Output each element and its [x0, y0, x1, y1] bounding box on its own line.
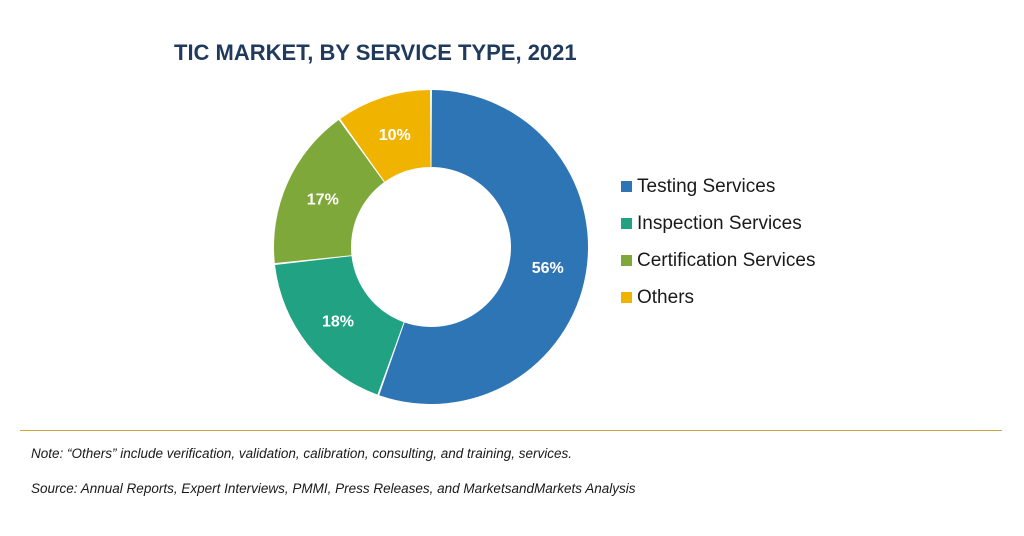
legend-swatch-testing-services	[621, 181, 632, 192]
legend-swatch-certification-services	[621, 255, 632, 266]
legend-swatch-inspection-services	[621, 218, 632, 229]
footer-divider	[20, 430, 1002, 431]
footnote-note: Note: “Others” include verification, val…	[31, 446, 573, 461]
slice-label-testing-services: 56%	[532, 260, 564, 277]
legend-swatch-others	[621, 292, 632, 303]
legend-label-testing-services: Testing Services	[637, 176, 775, 197]
slice-testing-services	[379, 90, 588, 405]
slice-label-certification-services: 17%	[307, 192, 339, 209]
legend-label-inspection-services: Inspection Services	[637, 213, 802, 234]
legend-label-others: Others	[637, 287, 694, 308]
slice-label-inspection-services: 18%	[322, 313, 354, 330]
footnote-source: Source: Annual Reports, Expert Interview…	[31, 481, 636, 496]
slice-label-others: 10%	[379, 127, 411, 144]
slice-others	[340, 90, 431, 182]
donut-chart: 56% 18% 17% 10% Testing Services Inspection S…	[274, 90, 815, 405]
chart-title: TIC MARKET, BY SERVICE TYPE, 2021	[174, 40, 577, 65]
slice-certification-services	[274, 119, 384, 264]
slice-inspection-services	[275, 256, 404, 395]
legend-label-certification-services: Certification Services	[637, 250, 815, 271]
